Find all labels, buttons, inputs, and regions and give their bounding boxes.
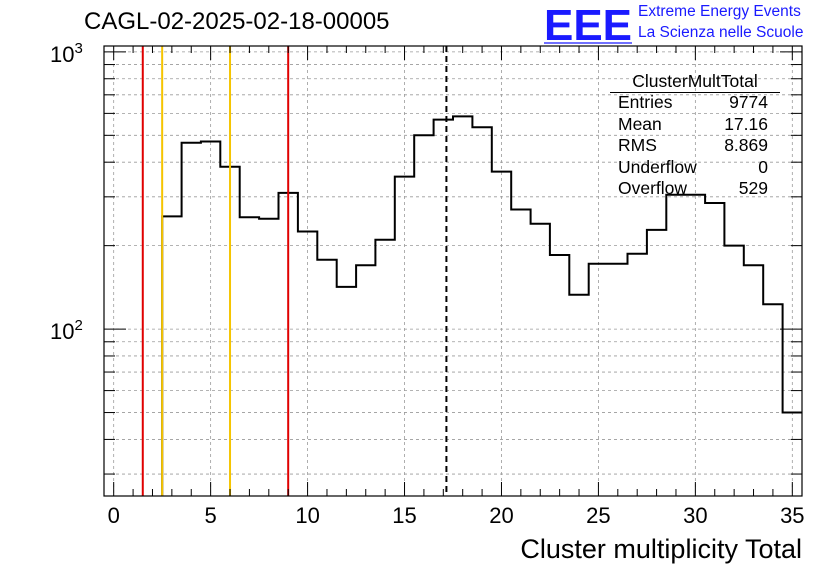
histogram-bin	[317, 260, 336, 496]
x-tick-label: 20	[489, 503, 513, 528]
histogram-bin	[647, 230, 666, 496]
histogram-bin	[259, 219, 278, 496]
stats-key: Mean	[618, 113, 662, 134]
stats-row-overflow: Overflow 529	[610, 178, 780, 200]
run-title: CAGL-02-2025-02-18-00005	[84, 8, 390, 35]
histogram-bin	[453, 116, 472, 496]
eee-logo: EEE	[544, 2, 632, 46]
stats-key: RMS	[618, 135, 657, 155]
stats-row-entries: Entries 9774	[610, 92, 780, 114]
logo-subtitle-line2: La Scienza nelle Scuole	[638, 24, 804, 41]
histogram-bin	[686, 195, 705, 496]
histogram-bin	[705, 203, 724, 496]
histogram-outline	[161, 115, 802, 496]
histogram-bin	[375, 240, 394, 496]
stats-value: 0	[758, 156, 768, 177]
y-tick-label: 103	[50, 40, 83, 67]
x-tick-label: 10	[295, 503, 319, 528]
histogram-bin	[569, 295, 588, 496]
histogram-bin	[666, 195, 685, 496]
histogram-bin	[414, 135, 433, 496]
histogram-bars	[161, 115, 802, 496]
histogram-bin	[511, 210, 530, 496]
y-tick-label: 102	[50, 317, 83, 344]
x-axis-label: Cluster multiplicity Total	[520, 534, 802, 564]
eee-logo-mark: EEE	[544, 2, 632, 46]
plot-frame	[103, 45, 803, 497]
histogram-bin	[550, 255, 569, 496]
grid-lines	[104, 46, 802, 496]
histogram-bin	[201, 142, 220, 496]
stats-key: Entries	[618, 92, 673, 112]
histogram-bin	[240, 217, 259, 496]
histogram-bin	[356, 265, 375, 496]
x-tick-label: 5	[205, 503, 217, 528]
logo-subtitle-line1: Extreme Energy Events	[638, 3, 801, 20]
stats-value: 9774	[729, 92, 768, 112]
histogram-bin	[182, 143, 201, 496]
stats-key: Underflow	[618, 156, 697, 177]
stats-title-rule	[610, 92, 780, 93]
stats-row-underflow: Underflow 0	[610, 157, 780, 179]
histogram-bin	[395, 177, 414, 496]
histogram-bin	[337, 287, 356, 496]
axis-ticks	[104, 46, 802, 496]
histogram-bin	[434, 120, 453, 496]
histogram-bin	[531, 224, 550, 496]
histogram-bin	[492, 172, 511, 496]
x-tick-label: 25	[586, 503, 610, 528]
stats-value: 529	[738, 178, 768, 198]
histogram-bin	[589, 264, 608, 496]
stats-key: Overflow	[618, 178, 688, 198]
histogram-bin	[763, 304, 782, 496]
histogram-bin	[628, 254, 647, 496]
axis-tick-labels: 0 5 10 15 20 25 30 35 102 103	[50, 40, 805, 528]
x-tick-label: 35	[780, 503, 804, 528]
marker-lines	[141, 46, 448, 496]
x-tick-label: 15	[392, 503, 416, 528]
stats-title: ClusterMultTotal	[632, 71, 758, 91]
histogram-bin	[162, 216, 181, 496]
x-tick-label: 0	[108, 503, 120, 528]
stats-value: 8.869	[724, 135, 768, 155]
x-tick-label: 30	[683, 503, 707, 528]
stats-box: ClusterMultTotal Entries 9774 Mean 17.16…	[610, 70, 780, 200]
histogram-bin	[298, 231, 317, 496]
histogram-bin	[724, 246, 743, 496]
histogram-bin	[608, 264, 627, 496]
stats-row-mean: Mean 17.16	[610, 114, 780, 136]
stats-value: 17.16	[724, 113, 768, 134]
histogram-bin	[472, 127, 491, 496]
stats-row-rms: RMS 8.869	[610, 135, 780, 157]
histogram-bin	[744, 265, 763, 496]
